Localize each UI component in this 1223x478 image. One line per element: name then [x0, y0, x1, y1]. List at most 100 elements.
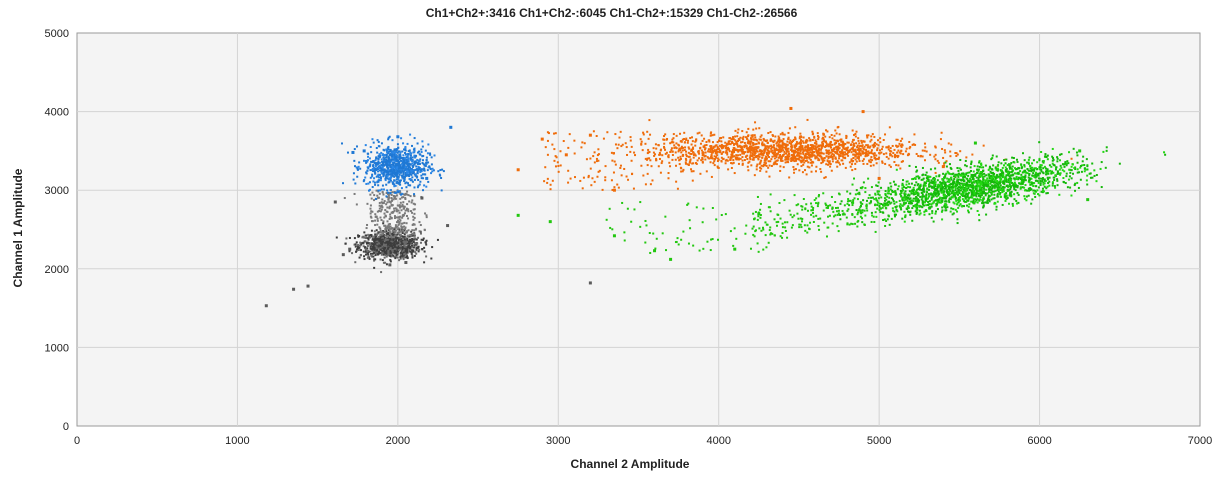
data-point: [388, 181, 391, 184]
data-point: [753, 138, 756, 141]
data-point: [734, 135, 737, 138]
data-point: [373, 247, 376, 250]
data-point: [387, 136, 390, 139]
data-point: [783, 133, 786, 136]
data-point: [825, 145, 828, 148]
data-point: [731, 162, 734, 165]
data-point: [403, 193, 406, 196]
data-point: [614, 143, 617, 146]
data-point: [770, 144, 773, 147]
data-point: [866, 146, 869, 149]
data-point: [699, 147, 702, 150]
data-point: [1016, 202, 1019, 205]
data-point: [845, 153, 848, 156]
data-point: [632, 187, 635, 190]
data-point: [751, 152, 754, 155]
data-point: [915, 188, 918, 191]
data-point: [914, 205, 917, 208]
data-point: [1031, 166, 1034, 169]
data-point: [709, 134, 712, 137]
data-point: [396, 221, 399, 224]
data-point: [852, 156, 855, 159]
data-point: [775, 156, 778, 159]
data-point: [948, 190, 951, 193]
data-point: [882, 211, 885, 214]
data-point: [746, 151, 749, 154]
data-point: [440, 189, 443, 192]
data-point: [421, 248, 424, 251]
data-point: [419, 180, 422, 183]
data-point: [402, 171, 405, 174]
data-point: [640, 164, 643, 167]
data-point: [386, 169, 389, 172]
data-point: [692, 156, 695, 159]
data-point: [823, 140, 826, 143]
data-point: [958, 183, 961, 186]
data-point: [377, 239, 380, 242]
data-point: [376, 210, 379, 213]
data-point: [791, 150, 794, 153]
x-tick-label: 1000: [225, 435, 249, 447]
data-point: [880, 151, 883, 154]
data-point: [871, 144, 874, 147]
data-point: [926, 175, 929, 178]
data-point: [414, 174, 417, 177]
data-point: [734, 139, 737, 142]
data-point: [379, 244, 382, 247]
data-point: [745, 131, 748, 134]
data-point: [734, 149, 737, 152]
data-point: [956, 222, 959, 225]
data-point: [417, 236, 420, 239]
data-point: [923, 195, 926, 198]
data-point: [691, 136, 694, 139]
data-point: [388, 236, 391, 239]
data-point: [757, 158, 760, 161]
data-point: [728, 140, 731, 143]
data-point: [755, 127, 758, 130]
data-point: [402, 170, 405, 173]
data-point: [399, 157, 402, 160]
data-point: [596, 154, 599, 157]
data-point: [1043, 165, 1046, 168]
data-point: [781, 159, 784, 162]
data-point: [412, 246, 415, 249]
data-point: [892, 180, 895, 183]
data-point: [916, 204, 919, 207]
data-point: [418, 162, 421, 165]
data-point: [649, 159, 652, 162]
data-point: [390, 234, 393, 237]
data-point: [703, 155, 706, 158]
data-point: [375, 189, 378, 192]
data-point: [335, 236, 338, 239]
data-point: [410, 159, 413, 162]
data-point: [386, 201, 389, 204]
data-point: [970, 195, 973, 198]
data-point: [1024, 189, 1027, 192]
data-point: [374, 159, 377, 162]
data-point: [400, 226, 403, 229]
data-point: [424, 212, 427, 215]
data-point: [886, 146, 889, 149]
data-point: [391, 245, 394, 248]
data-point: [378, 247, 381, 250]
data-point: [377, 231, 380, 234]
data-point: [390, 150, 393, 153]
data-point: [1091, 162, 1094, 165]
data-point: [685, 137, 688, 140]
data-point: [1020, 173, 1023, 176]
data-point: [775, 147, 778, 150]
data-point: [790, 148, 793, 151]
data-point: [667, 172, 670, 175]
data-point: [420, 169, 423, 172]
data-point: [799, 146, 802, 149]
data-point: [780, 159, 783, 162]
data-point: [749, 137, 752, 140]
data-point: [394, 207, 397, 210]
data-point: [862, 181, 865, 184]
data-points: [264, 106, 1167, 308]
data-point: [847, 198, 850, 201]
data-point: [983, 175, 986, 178]
data-point: [802, 141, 805, 144]
data-point: [937, 161, 940, 164]
data-point: [988, 191, 991, 194]
